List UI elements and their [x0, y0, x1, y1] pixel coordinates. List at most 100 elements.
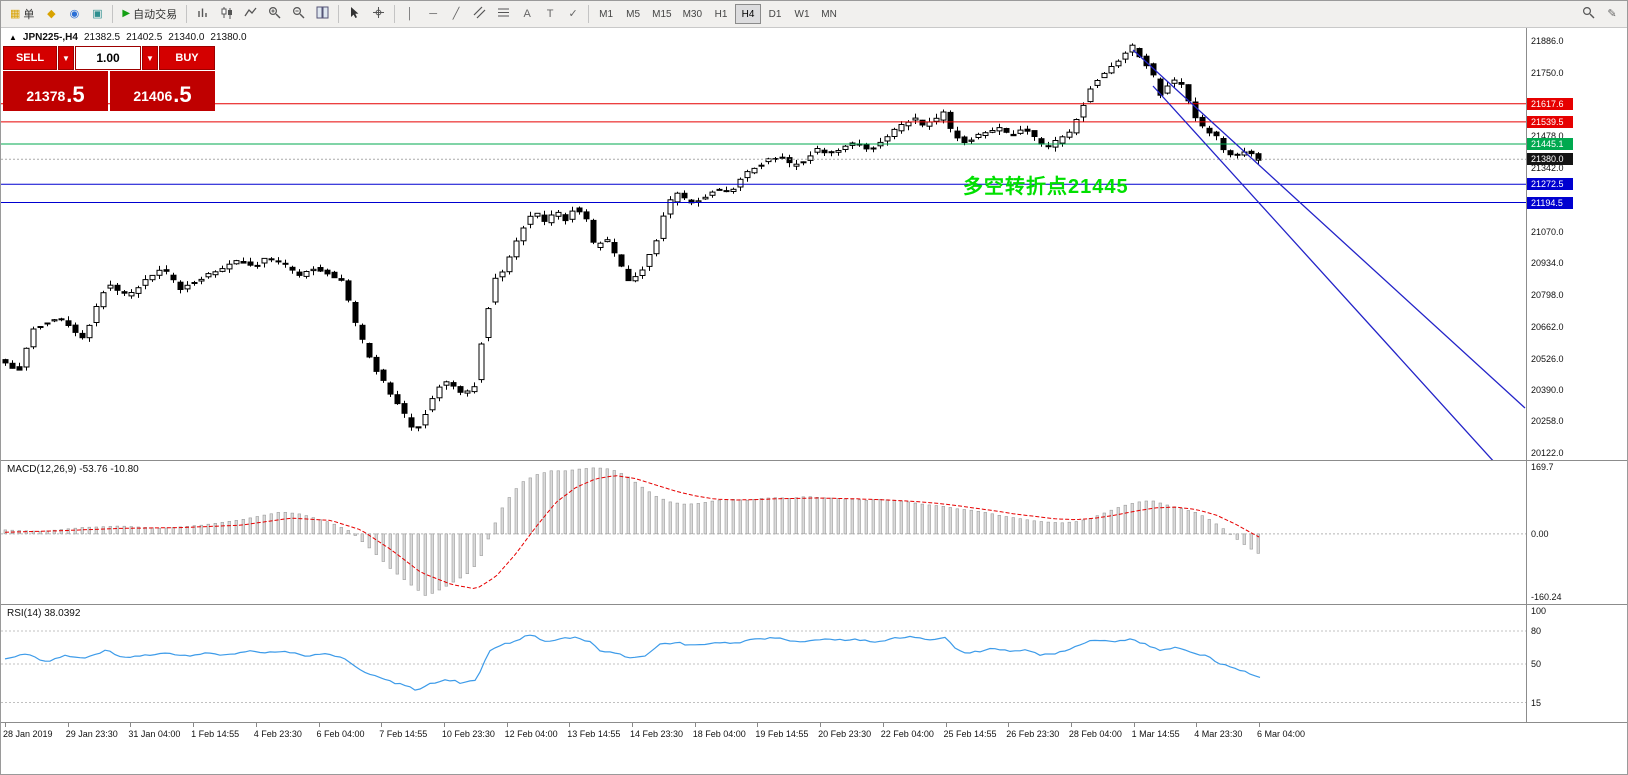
channel-tool-button[interactable]	[468, 3, 491, 25]
chart-low: 21340.0	[168, 32, 205, 43]
buy-button[interactable]: BUY	[159, 46, 215, 70]
time-axis-tick	[882, 723, 884, 727]
trend-line[interactable]	[1132, 49, 1526, 409]
price-axis-label: 20258.0	[1531, 416, 1564, 427]
candlestick-canvas[interactable]	[1, 28, 1526, 460]
time-axis-tick	[193, 723, 195, 727]
macd-panel: MACD(12,26,9) -53.76 -10.80 169.7 0.00 -16…	[1, 461, 1627, 605]
time-axis-label: 6 Mar 04:00	[1257, 729, 1306, 739]
sell-price-fraction: .5	[66, 81, 85, 107]
time-axis-tick	[945, 723, 947, 727]
tab-timeframe-m1[interactable]: M1	[593, 4, 619, 24]
sell-price[interactable]: 21378 .5	[3, 71, 108, 111]
time-axis-label: 26 Feb 23:30	[1006, 729, 1060, 739]
autotrading-label: 自动交易	[133, 9, 178, 21]
tab-timeframe-h4[interactable]: H4	[735, 4, 762, 24]
price-chart-panel: ▲ JPN225-,H4 21382.5 21402.5 21340.0 213…	[1, 28, 1627, 461]
price-axis-label: 21478.0	[1531, 131, 1564, 142]
price-axis-label: 21342.0	[1531, 163, 1564, 174]
time-axis-tick	[569, 723, 571, 727]
rsi-canvas[interactable]	[1, 605, 1526, 722]
search-button[interactable]	[1577, 3, 1600, 25]
macd-histogram	[3, 467, 1260, 596]
turning-point-annotation: 多空转折点21445	[963, 176, 1129, 198]
buy-price-main: 21406	[133, 88, 173, 104]
macd-plot[interactable]: MACD(12,26,9) -53.76 -10.80	[1, 461, 1526, 604]
zoom-in-button[interactable]	[263, 3, 286, 25]
edit-button[interactable]: ✎	[1601, 3, 1623, 25]
toolbar-separator	[112, 5, 114, 23]
trade-row-prices: 21378 .5 21406 .5	[3, 71, 215, 111]
volume-input[interactable]	[76, 47, 140, 69]
time-axis-tick	[67, 723, 69, 727]
new-order-button[interactable]: ▦ 单	[5, 3, 39, 25]
rsi-label: RSI(14) 38.0392	[7, 608, 81, 619]
time-axis-tick	[820, 723, 822, 727]
label-tool-button[interactable]: T	[539, 3, 561, 25]
time-axis-label: 29 Jan 23:30	[65, 729, 118, 739]
autotrading-button[interactable]: ▶ 自动交易	[117, 3, 182, 25]
crosshair-icon	[372, 6, 385, 22]
time-axis-tick	[255, 723, 257, 727]
order-type-dropdown-button[interactable]: ▼	[58, 46, 74, 70]
tab-timeframe-w1[interactable]: W1	[789, 4, 815, 24]
macd-canvas[interactable]	[1, 461, 1526, 604]
bar-chart-icon	[196, 6, 209, 22]
price-axis-label: 21886.0	[1531, 36, 1564, 46]
macd-axis-label: 0.00	[1531, 528, 1549, 539]
time-axis-tick	[1070, 723, 1072, 727]
price-axis-label: 21750.0	[1531, 67, 1564, 78]
autotrading-play-icon: ▶	[122, 8, 131, 19]
crosshair-tool-button[interactable]	[367, 3, 390, 25]
tile-windows-button[interactable]	[311, 3, 334, 25]
chart-open: 21382.5	[83, 32, 121, 43]
tab-timeframe-d1[interactable]: D1	[762, 4, 788, 24]
chevron-down-icon: ▼	[62, 53, 70, 63]
terminal-button[interactable]: ▣	[86, 3, 108, 25]
sell-price-main: 21378	[26, 88, 66, 104]
toolbar-separator	[186, 5, 188, 23]
price-scale[interactable]: 21886.0 21750.0 21478.0 21342.0 21070.0 20934…	[1526, 28, 1627, 460]
trade-row-controls: SELL ▼ ▼ BUY	[3, 46, 215, 70]
volume-dropdown-button[interactable]: ▼	[142, 46, 158, 70]
bar-chart-mode-button[interactable]	[191, 3, 214, 25]
trendline-tool-button[interactable]: ╱	[445, 3, 467, 25]
navigator-icon: ◉	[69, 7, 80, 20]
sell-button[interactable]: SELL	[3, 46, 57, 70]
cursor-tool-button[interactable]	[343, 3, 366, 25]
symbol-marker-icon: ▲	[9, 33, 17, 42]
time-axis[interactable]: 28 Jan 2019 29 Jan 23:30 31 Jan 04:00 1 Feb…	[1, 723, 1627, 774]
text-tool-icon: A	[523, 7, 531, 20]
tab-timeframe-m15[interactable]: M15	[647, 4, 676, 24]
macd-signal-line	[4, 475, 1260, 590]
tab-timeframe-h1[interactable]: H1	[708, 4, 734, 24]
zoom-out-button[interactable]	[287, 3, 310, 25]
trend-line[interactable]	[1152, 85, 1525, 460]
buy-price[interactable]: 21406 .5	[110, 71, 215, 111]
line-chart-mode-button[interactable]	[239, 3, 262, 25]
price-plot[interactable]: ▲ JPN225-,H4 21382.5 21402.5 21340.0 213…	[1, 28, 1526, 460]
horizontal-line-tool-button[interactable]: ─	[422, 3, 444, 25]
rsi-line	[4, 634, 1261, 691]
market-watch-button[interactable]: ◆	[40, 3, 62, 25]
candle-chart-mode-button[interactable]	[215, 3, 238, 25]
line-chart-icon	[244, 6, 257, 22]
rsi-plot[interactable]: RSI(14) 38.0392	[1, 605, 1526, 722]
channel-icon	[473, 6, 486, 22]
vertical-line-tool-button[interactable]: │	[399, 3, 421, 25]
tab-timeframe-m5[interactable]: M5	[620, 4, 646, 24]
text-tool-button[interactable]: A	[516, 3, 538, 25]
timeframe-group: M1 M5 M15 M30 H1 H4 D1 W1 MN	[593, 4, 842, 24]
rsi-scale[interactable]: 100 80 50 15	[1526, 605, 1627, 722]
price-axis-label: 20798.0	[1531, 290, 1564, 301]
cursor-icon	[348, 6, 361, 22]
arrows-tool-button[interactable]: ✓	[562, 3, 584, 25]
tab-timeframe-m30[interactable]: M30	[678, 4, 707, 24]
tab-timeframe-mn[interactable]: MN	[816, 4, 842, 24]
label-tool-icon: T	[546, 7, 554, 20]
navigator-button[interactable]: ◉	[63, 3, 85, 25]
time-axis-tick	[5, 723, 6, 727]
macd-scale[interactable]: 169.7 0.00 -160.24	[1526, 461, 1627, 604]
fibonacci-tool-button[interactable]	[492, 3, 515, 25]
toolbar-separator	[394, 5, 396, 23]
